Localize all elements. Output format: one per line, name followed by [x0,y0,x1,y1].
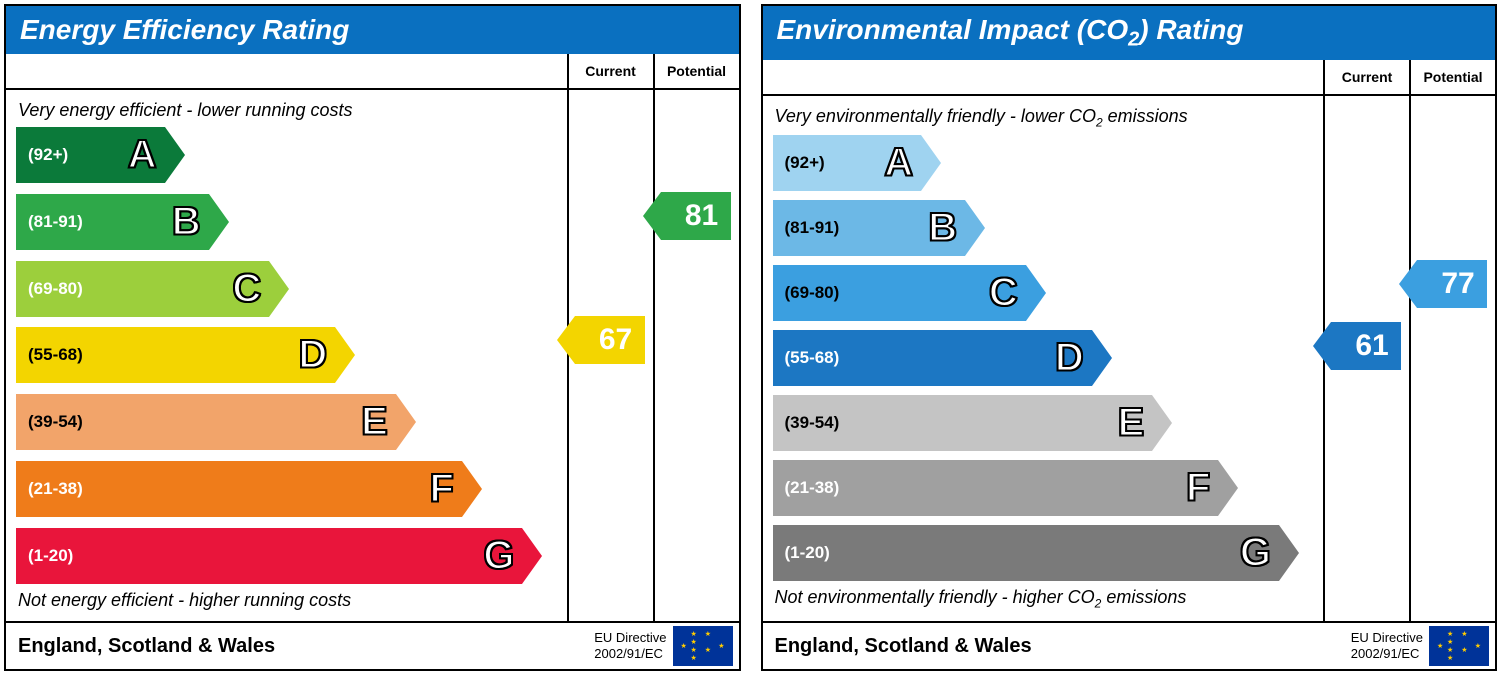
header-current: Current [567,54,653,88]
band-C: (69-80) C [773,265,1026,321]
band-row: (21-38) F [773,460,1324,516]
band-letter: B [172,199,201,244]
potential-pointer: 81 [661,192,731,240]
band-range: (39-54) [28,412,83,432]
band-B: (81-91) B [16,194,209,250]
band-letter: F [1186,466,1210,511]
band-E: (39-54) E [773,395,1153,451]
bands: (92+) A (81-91) B (69-80) C (55-68) D (39-54) E (2… [16,127,567,584]
current-column: 67 [567,90,653,621]
band-letter: D [298,333,327,378]
band-range: (1-20) [785,543,830,563]
band-G: (1-20) G [773,525,1279,581]
band-range: (21-38) [28,479,83,499]
footer-region: England, Scotland & Wales [763,635,1351,658]
header-potential: Potential [653,54,739,88]
band-D: (55-68) D [773,330,1092,386]
band-row: (1-20) G [16,528,567,584]
eu-flag-icon: ★★ [1429,626,1489,666]
band-E: (39-54) E [16,394,396,450]
band-letter: D [1055,336,1084,381]
band-C: (69-80) C [16,261,269,317]
band-row: (55-68) D [16,327,567,383]
band-F: (21-38) F [773,460,1219,516]
band-letter: B [928,206,957,251]
chart-body: Very energy efficient - lower running co… [6,90,739,621]
current-column: 61 [1323,96,1409,621]
band-row: (55-68) D [773,330,1324,386]
header-potential: Potential [1409,60,1495,94]
epc-chart: Environmental Impact (CO2) RatingCurrent… [761,4,1498,671]
chart-body: Very environmentally friendly - lower CO… [763,96,1496,621]
header-row: CurrentPotential [763,60,1496,96]
band-letter: A [884,141,913,186]
band-row: (39-54) E [16,394,567,450]
band-range: (69-80) [785,283,840,303]
band-letter: G [1240,531,1271,576]
potential-column: 81 [653,90,739,621]
band-letter: E [1118,401,1145,446]
band-letter: A [128,133,157,178]
header-row: CurrentPotential [6,54,739,90]
band-D: (55-68) D [16,327,335,383]
epc-chart: Energy Efficiency RatingCurrentPotential… [4,4,741,671]
chart-title: Energy Efficiency Rating [6,6,739,54]
band-row: (81-91) B [16,194,567,250]
band-letter: G [483,533,514,578]
footer-region: England, Scotland & Wales [6,635,594,658]
band-row: (39-54) E [773,395,1324,451]
band-letter: F [429,467,453,512]
potential-column: 77 [1409,96,1495,621]
band-letter: E [361,400,388,445]
footer-directive: EU Directive2002/91/EC [594,630,672,661]
band-F: (21-38) F [16,461,462,517]
band-row: (69-80) C [773,265,1324,321]
band-row: (81-91) B [773,200,1324,256]
band-range: (92+) [785,153,825,173]
band-letter: C [989,271,1018,316]
band-range: (81-91) [785,218,840,238]
footer-directive: EU Directive2002/91/EC [1351,630,1429,661]
caption-bottom: Not environmentally friendly - higher CO… [773,581,1324,613]
band-range: (81-91) [28,212,83,232]
band-B: (81-91) B [773,200,966,256]
band-range: (1-20) [28,546,73,566]
band-row: (1-20) G [773,525,1324,581]
band-row: (92+) A [773,135,1324,191]
header-current: Current [1323,60,1409,94]
band-row: (92+) A [16,127,567,183]
band-row: (69-80) C [16,261,567,317]
band-range: (55-68) [785,348,840,368]
chart-title: Environmental Impact (CO2) Rating [763,6,1496,60]
chart-footer: England, Scotland & WalesEU Directive200… [763,621,1496,669]
eu-flag-icon: ★★ [673,626,733,666]
chart-footer: England, Scotland & WalesEU Directive200… [6,621,739,669]
band-range: (55-68) [28,345,83,365]
band-range: (21-38) [785,478,840,498]
band-range: (39-54) [785,413,840,433]
band-row: (21-38) F [16,461,567,517]
potential-pointer: 77 [1417,260,1487,308]
caption-top: Very energy efficient - lower running co… [16,98,567,127]
band-range: (69-80) [28,279,83,299]
band-A: (92+) A [773,135,922,191]
caption-top: Very environmentally friendly - lower CO… [773,104,1324,136]
band-G: (1-20) G [16,528,522,584]
current-pointer: 67 [575,316,645,364]
band-A: (92+) A [16,127,165,183]
band-range: (92+) [28,145,68,165]
current-pointer: 61 [1331,322,1401,370]
caption-bottom: Not energy efficient - higher running co… [16,584,567,613]
bands: (92+) A (81-91) B (69-80) C (55-68) D (39-54) E (2… [773,135,1324,581]
band-letter: C [232,266,261,311]
